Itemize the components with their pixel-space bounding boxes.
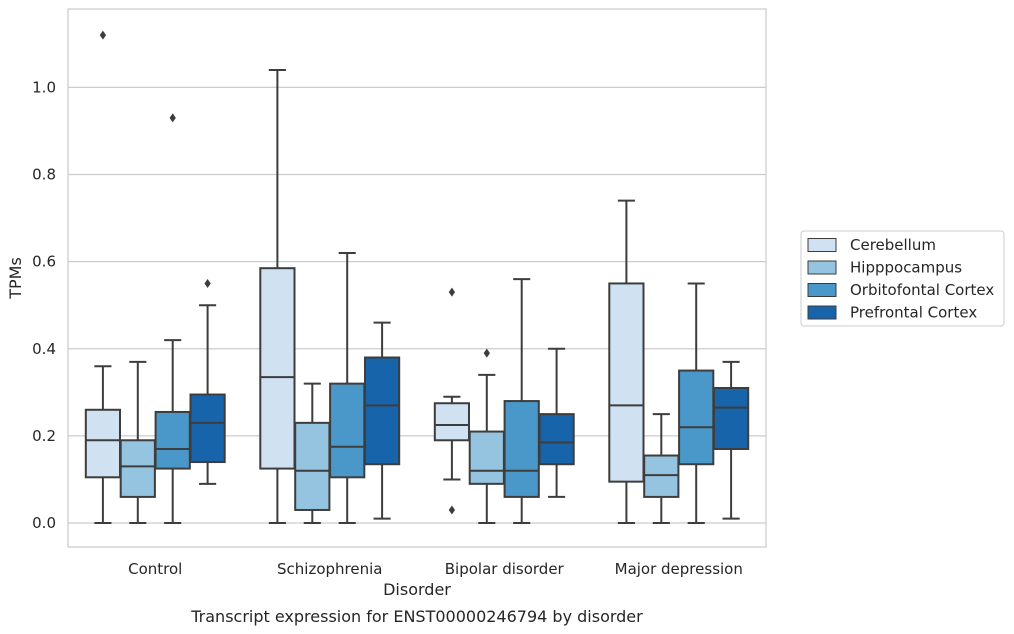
box-iqr (503, 400, 540, 498)
legend-swatch (807, 260, 837, 275)
boxes-layer (84, 30, 750, 525)
y-axis-label: TPMs (6, 257, 25, 300)
box-orbitofontal-cortex (329, 251, 366, 525)
y-tick-label: 0.2 (32, 427, 56, 445)
y-axis-ticks: 0.0 0.2 0.4 0.6 0.8 1.0 (32, 78, 56, 532)
x-axis-ticks: Control Schizophrenia Bipolar disorder Majo… (128, 560, 743, 578)
box-cerebellum (608, 199, 645, 525)
outlier-marker (99, 30, 107, 40)
box-iqr (259, 267, 296, 470)
x-tick-label: Major depression (615, 560, 743, 578)
box-cerebellum (433, 287, 471, 515)
legend-label: Hipppocampus (850, 259, 962, 277)
box-iqr (154, 410, 191, 470)
box-hipppocampus (468, 348, 505, 525)
legend-swatch (807, 283, 837, 297)
box-iqr (468, 430, 505, 485)
plot-area (67, 8, 767, 548)
box-iqr (119, 439, 156, 498)
y-tick-label: 0.4 (32, 340, 56, 358)
box-prefrontal-cortex (189, 278, 226, 485)
legend-label: Prefrontal Cortex (850, 304, 977, 322)
box-iqr (189, 393, 226, 464)
x-tick-label: Control (128, 560, 182, 578)
box-cerebellum (259, 68, 296, 525)
box-orbitofontal-cortex (154, 113, 191, 525)
box-prefrontal-cortex (538, 347, 575, 498)
box-iqr (678, 369, 715, 466)
box-iqr (712, 386, 750, 450)
legend-label: Orbitofontal Cortex (850, 281, 994, 299)
legend-swatch (807, 238, 837, 252)
legend-frame (800, 230, 1005, 327)
y-tick-label: 0.8 (32, 166, 56, 184)
box-iqr (643, 454, 680, 498)
outlier-marker (204, 278, 211, 288)
legend: Cerebellum Hipppocampus Orbitofontal Corte… (800, 230, 1005, 327)
box-prefrontal-cortex (712, 360, 750, 520)
box-iqr (433, 402, 471, 442)
y-tick-label: 0.6 (32, 253, 56, 271)
box-hipppocampus (643, 413, 680, 525)
box-prefrontal-cortex (363, 321, 401, 520)
outlier-marker (169, 113, 176, 123)
box-orbitofontal-cortex (678, 282, 715, 525)
y-tick-label: 1.0 (32, 78, 56, 96)
legend-swatch (807, 305, 837, 320)
outlier-marker (448, 287, 456, 297)
legend-label: Cerebellum (850, 236, 936, 254)
box-iqr (538, 413, 575, 466)
box-iqr (608, 282, 645, 483)
x-axis-label: Disorder (383, 580, 451, 599)
x-tick-label: Bipolar disorder (445, 560, 565, 578)
x-tick-label: Schizophrenia (277, 560, 382, 578)
chart-caption: Transcript expression for ENST0000024679… (190, 607, 643, 626)
y-tick-label: 0.0 (32, 514, 56, 532)
outlier-marker (483, 348, 490, 358)
box-iqr (294, 421, 331, 511)
box-iqr (84, 408, 122, 479)
outlier-marker (448, 505, 456, 515)
box-iqr (363, 356, 401, 466)
box-iqr (329, 382, 366, 479)
plot-frame (67, 8, 767, 548)
